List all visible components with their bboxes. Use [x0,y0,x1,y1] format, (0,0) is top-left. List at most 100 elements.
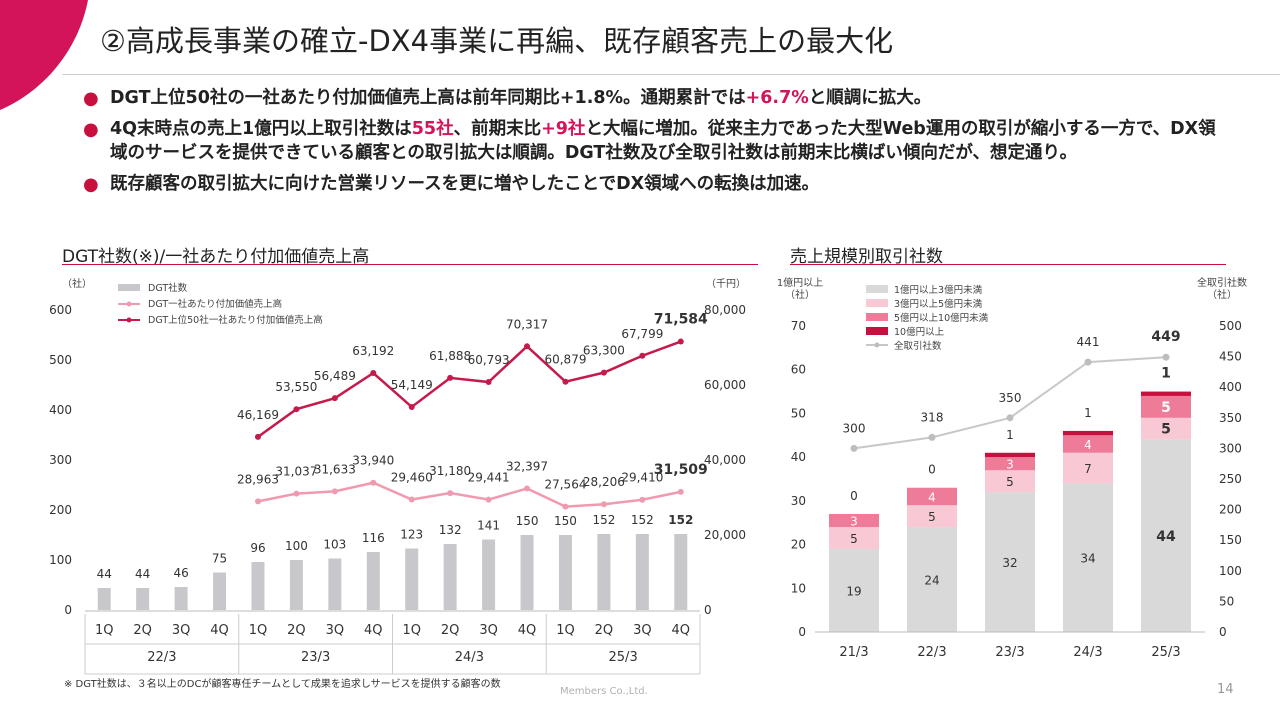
bullet-dot-icon: ● [83,119,99,140]
dgt-count-bar [558,535,572,610]
bullet-text: と大幅に増加。従来主力であった大型Web運用の取引が縮小する一方で、DX領域のサ… [110,119,1216,163]
dgt-revenue-point [562,503,569,510]
top50-revenue-point [562,378,569,385]
quarter-label: 2Q [595,623,614,638]
left-tick-label: 200 [49,503,72,517]
top50-revenue-point [254,433,261,440]
top50-value-label: 61,888 [429,349,471,363]
fiscal-year-label: 25/3 [609,650,638,665]
bullet-list: ● DGT上位50社の一社あたり付加価値売上高は前年同期比+1.8%。通期累計では… [80,86,1230,203]
top50-value-label: 63,300 [583,344,625,358]
dgt-revenue-value-label: 31,509 [654,462,708,478]
corner-decoration [0,0,88,110]
top50-value-label: 71,584 [654,312,708,328]
quarter-label: 3Q [172,623,191,638]
dgt-revenue-point [524,485,531,492]
dgt-revenue-value-label: 31,037 [275,465,317,479]
dgt-revenue-point [485,496,492,503]
page-title: ②高成長事業の確立-DX4事業に再編、既存顧客売上の最大化 [100,24,894,58]
top50-revenue-point [331,395,338,402]
top50-revenue-point [370,370,377,377]
legend-label: DGT一社あたり付加価値売上高 [148,298,282,310]
quarter-label: 1Q [556,623,575,638]
fiscal-year-label: 23/3 [301,650,330,665]
company-name: Members Co.,Ltd. [560,686,648,697]
right-tick-label: 20,000 [704,528,746,542]
dgt-count-bar [251,562,265,610]
dgt-revenue-point [331,488,338,495]
dgt-count-bar [405,548,419,610]
dgt-revenue-value-label: 28,963 [237,472,279,486]
top50-value-label: 54,149 [391,378,433,392]
right-tick-label: 40,000 [704,453,746,467]
quarter-label: 1Q [95,623,114,638]
right-chart-title: 売上規模別取引社数 [790,247,943,267]
bar-value-label: 152 [668,513,693,527]
dgt-count-bar [174,587,188,610]
bullet-dot-icon: ● [83,88,99,109]
dgt-revenue-point [447,490,454,497]
bar-value-label: 96 [250,541,265,555]
dgt-count-bar [328,558,342,610]
dgt-count-bar [213,572,227,610]
legend-light-point [126,301,132,307]
bullet-item: ● 4Q末時点の売上1億円以上取引社数は55社、前期末比+9社と大幅に増加。従来主… [80,117,1230,165]
quarter-label: 4Q [210,623,229,638]
right-tick-label: 60,000 [704,378,746,392]
quarter-label: 3Q [479,623,498,638]
dgt-revenue-point [677,488,684,495]
dgt-revenue-value-label: 33,940 [352,454,394,468]
legend-label: DGT社数 [148,282,188,294]
dgt-revenue-point [293,490,300,497]
quarter-label: 1Q [249,623,268,638]
dgt-count-bar [97,588,111,610]
top50-value-label: 70,317 [506,317,548,331]
top50-revenue-point [677,338,684,345]
top50-value-label: 46,169 [237,408,279,422]
dgt-revenue-value-label: 31,180 [429,464,471,478]
bullet-text: 、前期末比 [453,119,542,139]
dgt-revenue-point [408,496,415,503]
top50-value-label: 53,550 [275,380,317,394]
footnote: ※ DGT社数は、３名以上のDCが顧客専任チームとして成果を追求しサービスを提供… [64,679,501,690]
top50-revenue-point [293,406,300,413]
top50-value-label: 63,192 [352,344,394,358]
bullet-text: DGT上位50社の一社あたり付加価値売上高は前年同期比+1.8%。通期累計では [110,88,746,108]
legend-dark-point [126,317,132,323]
right-tick-label: 80,000 [704,303,746,317]
highlight-text: +6.7% [745,88,809,108]
bar-value-label: 123 [400,528,423,542]
bar-value-label: 100 [285,539,308,553]
dgt-count-bar [635,534,649,610]
left-tick-label: 300 [49,453,72,467]
bullet-text: 既存顧客の取引拡大に向けた営業リソースを更に増やしたことでDX領域への転換は加速… [110,174,820,194]
bar-value-label: 46 [173,566,188,580]
dgt-count-bar [136,588,150,610]
quarter-label: 3Q [326,623,345,638]
top50-revenue-point [485,379,492,386]
quarter-label: 2Q [133,623,152,638]
bar-value-label: 150 [554,514,577,528]
bar-value-label: 152 [631,513,654,527]
top50-value-label: 67,799 [621,327,663,341]
dgt-revenue-value-label: 32,397 [506,460,548,474]
left-axis-unit: （社） [62,277,92,290]
highlight-text: 55社 [411,119,454,139]
bullet-item: ● DGT上位50社の一社あたり付加価値売上高は前年同期比+1.8%。通期累計では… [80,86,1230,110]
left-tick-label: 400 [49,403,72,417]
bar-value-label: 103 [323,538,346,552]
right-axis-unit: （千円） [706,278,746,290]
dgt-count-bar [289,560,303,610]
top50-value-label: 60,879 [544,353,586,367]
top50-revenue-point [639,352,646,359]
bar-value-label: 116 [362,531,385,545]
dgt-count-bar [520,535,534,610]
bar-value-label: 150 [516,514,539,528]
top50-revenue-point [447,374,454,381]
dgt-count-bar [674,534,688,610]
dgt-revenue-line [257,481,682,508]
dgt-revenue-value-label: 28,206 [583,475,625,489]
bullet-text: 4Q末時点の売上1億円以上取引社数は [110,119,412,139]
title-divider [62,74,1280,75]
